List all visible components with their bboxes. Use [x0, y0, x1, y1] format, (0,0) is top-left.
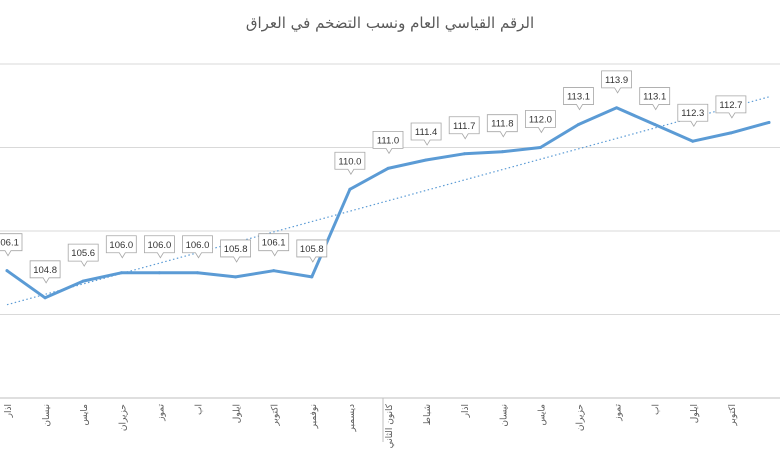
data-point: [653, 123, 657, 127]
x-tick-label: اكتوبر: [271, 404, 281, 427]
data-label-text: 106.1: [0, 238, 19, 249]
x-tick-label: تموز: [614, 404, 624, 422]
x-tick-label: ايلول: [690, 404, 700, 423]
data-label: 110.0: [334, 151, 366, 176]
x-tick-label: نيسان: [42, 404, 52, 427]
x-axis: [0, 397, 780, 442]
data-label: 111.4: [410, 122, 442, 146]
data-label: 105.6: [67, 243, 99, 267]
data-point: [157, 271, 161, 275]
data-label: 113.1: [639, 87, 671, 111]
data-label: 105.8: [220, 239, 251, 263]
data-label-text: 111.4: [415, 127, 437, 138]
data-label-text: 112.7: [719, 100, 742, 111]
data-label: 106.0: [105, 235, 137, 259]
data-label: 106.0: [144, 235, 175, 259]
data-label: 112.7: [715, 95, 747, 119]
chart-title: الرقم القياسي العام ونسب التضخم في العرا…: [245, 14, 535, 32]
data-point: [500, 150, 504, 154]
x-tick-label: نوفمبر: [309, 404, 319, 429]
data-point: [310, 275, 314, 279]
data-label-text: 111.8: [491, 119, 513, 130]
data-label-text: 104.8: [33, 265, 57, 276]
x-tick-label: مايس: [537, 404, 547, 426]
data-point: [272, 269, 276, 273]
data-label: 105.8: [296, 239, 328, 263]
data-label: 113.1: [563, 87, 594, 111]
data-label-text: 106.0: [109, 240, 133, 251]
x-tick-label: نيسان: [499, 404, 509, 427]
data-label-text: 113.9: [605, 75, 628, 86]
data-label-text: 106.1: [262, 238, 286, 249]
data-point: [43, 296, 47, 300]
data-labels: 106.1 104.8 105.6 106.0 106.0 106.0 105.8 106.1…: [0, 70, 747, 284]
data-point: [81, 279, 85, 283]
data-point: [577, 123, 580, 127]
data-point: [196, 271, 199, 275]
data-point: [348, 187, 352, 191]
data-point: [462, 152, 466, 156]
data-label: 113.9: [601, 70, 632, 94]
data-label: 111.7: [448, 116, 480, 140]
data-label-text: 112.0: [529, 115, 552, 126]
x-tick-label: اذار: [461, 404, 471, 418]
data-label-text: 105.6: [71, 248, 95, 259]
data-point: [119, 271, 123, 275]
x-tick-label: ايلول: [233, 404, 243, 423]
data-point: [691, 139, 695, 143]
data-label: 111.8: [486, 114, 518, 138]
data-label-text: 106.0: [186, 240, 210, 251]
x-tick-label: اذار: [4, 404, 14, 418]
data-label-text: 113.1: [643, 92, 666, 103]
data-label-text: 113.1: [567, 92, 590, 103]
data-label-text: 111.0: [377, 135, 399, 146]
data-label: 112.3: [677, 103, 709, 128]
x-tick-label: اكتوبر: [728, 404, 738, 427]
x-tick-label: كانون الثاني: [385, 403, 395, 448]
x-tick-label: شباط: [423, 404, 433, 425]
data-point: [729, 131, 733, 135]
data-label-text: 111.7: [453, 121, 475, 132]
data-label-text: 105.8: [300, 244, 324, 255]
x-tick-label: اب: [195, 404, 205, 415]
data-label: 111.0: [372, 130, 404, 155]
gridlines: [0, 63, 780, 399]
data-point: [424, 158, 428, 162]
data-label: 104.8: [29, 260, 61, 284]
data-label-text: 105.8: [224, 244, 248, 255]
data-point: [5, 269, 9, 273]
data-label-text: 112.3: [681, 108, 704, 119]
data-point: [234, 275, 238, 279]
data-label: 106.1: [258, 233, 290, 257]
data-point: [767, 120, 771, 124]
data-label: 112.0: [525, 110, 556, 134]
x-tick-label: اب: [652, 404, 662, 415]
x-tick-label: حزيران: [576, 404, 586, 431]
data-point: [386, 166, 390, 170]
x-tick-label: حزيران: [118, 404, 128, 431]
x-tick-label: ديسمبر: [347, 404, 357, 432]
data-label-text: 106.0: [148, 240, 172, 251]
x-tick-labels: اذار نيسان مايس حزيران تموز اب ايلول اكتوبر نوفم…: [4, 403, 738, 448]
x-tick-label: تموز: [156, 404, 166, 422]
data-label: 106.0: [182, 235, 213, 259]
data-point: [538, 146, 542, 149]
data-label: 106.1: [0, 233, 23, 257]
x-tick-label: مايس: [80, 404, 90, 426]
data-label-text: 110.0: [338, 156, 361, 167]
data-point: [615, 106, 619, 110]
